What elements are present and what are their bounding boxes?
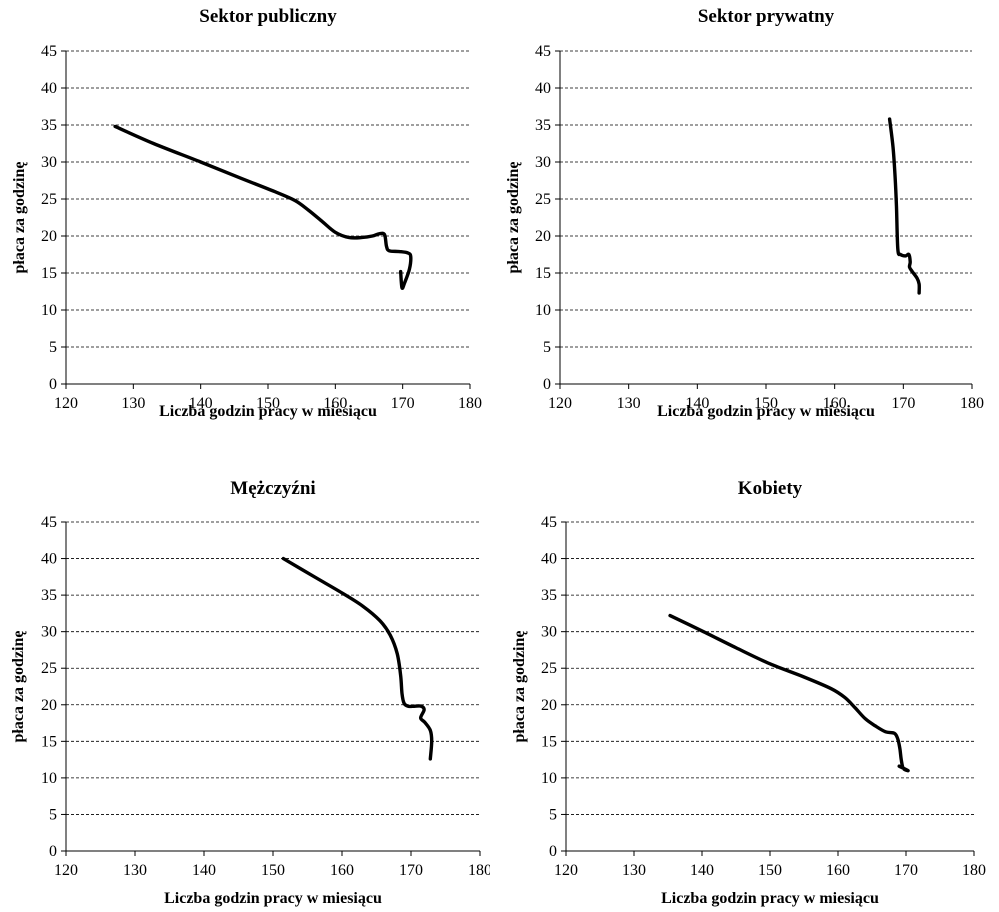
y-tick-label: 35 <box>541 587 557 604</box>
x-tick-label: 130 <box>123 862 147 879</box>
y-tick-label: 15 <box>541 733 557 750</box>
series-line <box>670 616 908 771</box>
y-tick-label: 45 <box>41 43 57 60</box>
y-tick-label: 35 <box>535 117 551 134</box>
y-tick-label: 40 <box>535 80 551 97</box>
x-tick-label: 140 <box>690 862 714 879</box>
y-tick-label: 20 <box>535 228 551 245</box>
y-tick-label: 0 <box>543 376 551 393</box>
chart-mezczyzni: 0 5 10 15 20 25 30 35 40 45 120 130 140 150 160 170 180 M… <box>0 452 490 912</box>
x-axis-label: Liczba godzin pracy w miesiącu <box>657 403 875 420</box>
x-axis-label: Liczba godzin pracy w miesiącu <box>661 890 879 907</box>
y-tick-label: 40 <box>41 80 57 97</box>
x-axis-label: Liczba godzin pracy w miesiącu <box>164 890 382 907</box>
x-tick-label: 140 <box>192 862 216 879</box>
x-tick-label: 130 <box>121 395 145 412</box>
y-tick-label: 5 <box>543 339 551 356</box>
y-tick-label: 5 <box>549 806 557 823</box>
x-tick-label: 130 <box>622 862 646 879</box>
x-tick-label: 120 <box>548 395 572 412</box>
chart-title: Mężczyźni <box>230 478 315 499</box>
x-axis-label: Liczba godzin pracy w miesiącu <box>159 403 377 420</box>
y-tick-label: 25 <box>535 191 551 208</box>
y-tick-label: 40 <box>541 551 557 568</box>
x-tick-label: 180 <box>458 395 482 412</box>
x-tick-label: 150 <box>758 862 782 879</box>
y-tick-label: 15 <box>41 733 57 750</box>
x-tick-label: 150 <box>261 862 285 879</box>
y-tick-label: 45 <box>535 43 551 60</box>
series-line <box>115 126 411 288</box>
y-tick-label: 5 <box>49 339 57 356</box>
y-tick-label: 0 <box>549 843 557 860</box>
y-tick-label: 10 <box>535 302 551 319</box>
y-tick-label: 30 <box>41 624 57 641</box>
x-tick-label: 170 <box>399 862 423 879</box>
y-tick-label: 15 <box>535 265 551 282</box>
x-tick-label: 180 <box>960 395 984 412</box>
y-axis-label: płaca za godzinę <box>11 162 28 274</box>
y-tick-label: 25 <box>41 191 57 208</box>
y-tick-label: 20 <box>41 697 57 714</box>
x-tick-label: 160 <box>826 862 850 879</box>
x-tick-label: 180 <box>468 862 490 879</box>
y-tick-label: 30 <box>41 154 57 171</box>
y-tick-label: 25 <box>541 660 557 677</box>
chart-title: Sektor publiczny <box>199 6 337 27</box>
y-tick-label: 0 <box>49 376 57 393</box>
series-line <box>283 559 431 759</box>
y-tick-label: 0 <box>49 843 57 860</box>
series-line <box>890 119 920 293</box>
chart-kobiety: 0 5 10 15 20 25 30 35 40 45 120 130 140 150 160 170 180 K… <box>494 452 999 912</box>
y-axis-label: płaca za godzinę <box>10 631 27 743</box>
y-tick-label: 5 <box>49 806 57 823</box>
y-tick-label: 30 <box>541 624 557 641</box>
x-tick-label: 130 <box>617 395 641 412</box>
y-tick-label: 20 <box>541 697 557 714</box>
y-axis-label: płaca za godzinę <box>511 631 528 743</box>
x-tick-label: 170 <box>894 862 918 879</box>
y-tick-label: 35 <box>41 117 57 134</box>
x-tick-label: 120 <box>54 395 78 412</box>
x-tick-label: 120 <box>54 862 78 879</box>
chart-title: Sektor prywatny <box>698 6 835 27</box>
x-tick-label: 170 <box>891 395 915 412</box>
y-axis-label: płaca za godzinę <box>505 162 522 274</box>
chart-title: Kobiety <box>738 478 803 499</box>
y-tick-label: 45 <box>541 514 557 531</box>
y-tick-label: 30 <box>535 154 551 171</box>
x-tick-label: 120 <box>554 862 578 879</box>
x-tick-label: 170 <box>391 395 415 412</box>
y-tick-label: 15 <box>41 265 57 282</box>
y-tick-label: 25 <box>41 660 57 677</box>
x-tick-label: 180 <box>962 862 986 879</box>
y-tick-label: 10 <box>41 302 57 319</box>
y-tick-label: 45 <box>41 514 57 531</box>
y-tick-label: 40 <box>41 551 57 568</box>
y-tick-label: 10 <box>541 770 557 787</box>
y-tick-label: 35 <box>41 587 57 604</box>
y-tick-label: 20 <box>41 228 57 245</box>
y-tick-label: 10 <box>41 770 57 787</box>
x-tick-label: 160 <box>330 862 354 879</box>
